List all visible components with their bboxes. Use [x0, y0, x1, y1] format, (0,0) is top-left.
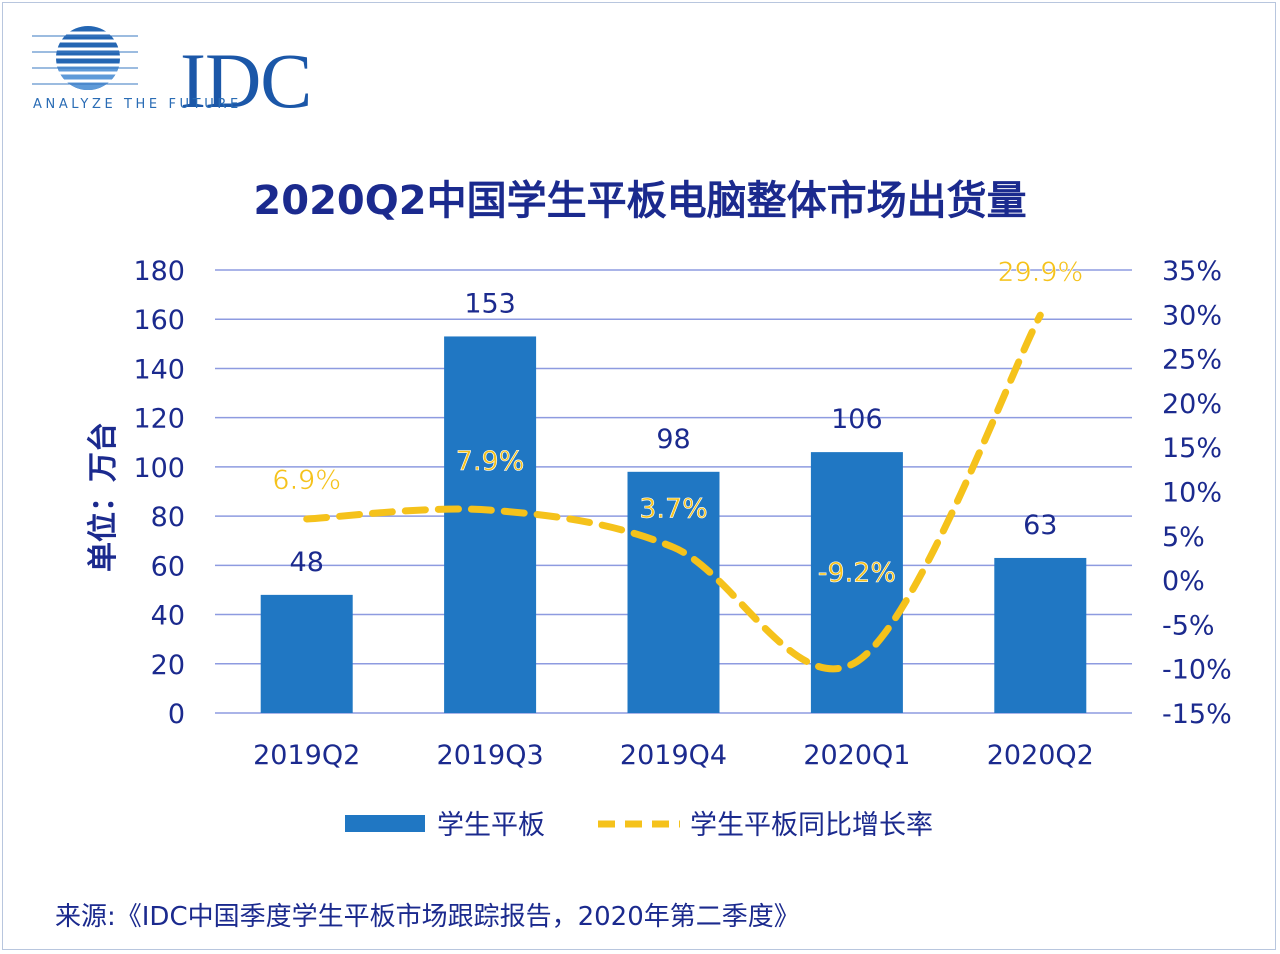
y2-tick-label: 5% — [1162, 522, 1205, 553]
y-tick-label: 20 — [151, 650, 185, 681]
line-value-label: 3.7% — [639, 493, 708, 524]
y2-tick-label: -15% — [1162, 699, 1232, 730]
y-tick-label: 0 — [168, 699, 185, 730]
bar-value-label: 63 — [1023, 510, 1057, 541]
line-value-label: -9.2% — [818, 558, 896, 589]
chart-title: 2020Q2中国学生平板电脑整体市场出货量 — [253, 178, 1027, 224]
idc-logo: IDC — [30, 24, 312, 120]
y2-tick-label: 35% — [1162, 256, 1222, 287]
legend-label-bar: 学生平板 — [437, 810, 545, 841]
bar — [444, 336, 537, 713]
legend-swatch-bar — [345, 815, 425, 832]
bar — [260, 594, 353, 713]
x-tick-label: 2019Q2 — [253, 740, 360, 771]
y-tick-label: 100 — [133, 453, 185, 484]
line-value-label: 7.9% — [456, 446, 525, 477]
line-value-label: 29.9% — [997, 257, 1083, 288]
bar-value-label: 153 — [464, 288, 516, 319]
y2-tick-label: 10% — [1162, 478, 1222, 509]
y2-tick-label: 15% — [1162, 433, 1222, 464]
bar-value-label: 98 — [656, 424, 690, 455]
line-value-label: 6.9% — [272, 465, 341, 496]
y-tick-label: 60 — [151, 551, 185, 582]
bar-value-label: 106 — [831, 404, 883, 435]
y2-tick-label: 30% — [1162, 300, 1222, 331]
y2-tick-label: -5% — [1162, 610, 1215, 641]
x-tick-label: 2020Q2 — [987, 740, 1094, 771]
y-axis-label: 单位：万台 — [86, 422, 121, 572]
y-tick-label: 180 — [133, 256, 185, 287]
x-tick-label: 2019Q3 — [437, 740, 544, 771]
bar — [627, 471, 720, 713]
logo-tagline: ANALYZE THE FUTURE — [33, 97, 242, 112]
logo-text: IDC — [180, 37, 312, 124]
legend-label-line: 学生平板同比增长率 — [690, 810, 933, 841]
y-tick-label: 40 — [151, 601, 185, 632]
bar — [994, 557, 1087, 713]
y-tick-label: 120 — [133, 404, 185, 435]
y-tick-label: 140 — [133, 354, 185, 385]
source-note: 来源:《IDC中国季度学生平板市场跟踪报告，2020年第二季度》 — [55, 902, 800, 932]
bar-value-label: 48 — [290, 547, 324, 578]
y2-tick-label: 25% — [1162, 345, 1222, 376]
growth-rate-line — [303, 311, 1044, 673]
x-tick-label: 2020Q1 — [803, 740, 910, 771]
globe-lines-icon — [30, 26, 140, 90]
y-tick-label: 80 — [151, 502, 185, 533]
x-tick-label: 2019Q4 — [620, 740, 727, 771]
y2-tick-label: 20% — [1162, 389, 1222, 420]
y2-tick-label: -10% — [1162, 655, 1232, 686]
y2-tick-label: 0% — [1162, 566, 1205, 597]
y-tick-label: 160 — [133, 305, 185, 336]
